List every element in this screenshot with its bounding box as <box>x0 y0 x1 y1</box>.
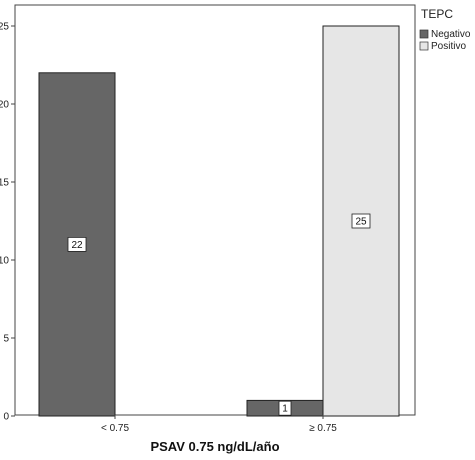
y-tick-label-0: 0 <box>3 412 9 423</box>
legend-label-negativo: Negativo <box>431 29 471 40</box>
x-axis-label: PSAV 0.75 ng/dL/año <box>150 439 279 454</box>
y-tick-label-5: 5 <box>3 334 9 345</box>
x-tick-label-1: ≥ 0.75 <box>309 423 337 434</box>
legend-label-positivo: Positivo <box>431 41 466 52</box>
data-label-box-negativo-1 <box>278 400 292 416</box>
data-labels-group: 22 1 25 <box>67 213 371 416</box>
legend: TEPC Negativo Positivo <box>419 7 471 52</box>
data-label-positivo-1: 25 <box>355 217 367 228</box>
y-tick-label-10: 10 <box>0 256 9 267</box>
legend-title: TEPC <box>421 7 453 21</box>
y-tick-label-20: 20 <box>0 100 9 111</box>
data-label-box-negativo-0 <box>67 236 87 252</box>
data-label-negativo-0: 22 <box>71 240 83 251</box>
x-axis: < 0.75 ≥ 0.75 <box>101 415 337 434</box>
legend-swatch-positivo <box>419 41 429 51</box>
x-tick-label-0: < 0.75 <box>101 423 130 434</box>
y-tick-label-25: 25 <box>0 22 9 33</box>
data-label-box-positivo-1 <box>351 213 371 229</box>
legend-swatch-negativo <box>419 29 429 39</box>
data-label-negativo-1: 1 <box>282 404 288 415</box>
y-axis: 0 5 10 15 20 25 <box>0 22 15 423</box>
y-tick-label-15: 15 <box>0 178 9 189</box>
